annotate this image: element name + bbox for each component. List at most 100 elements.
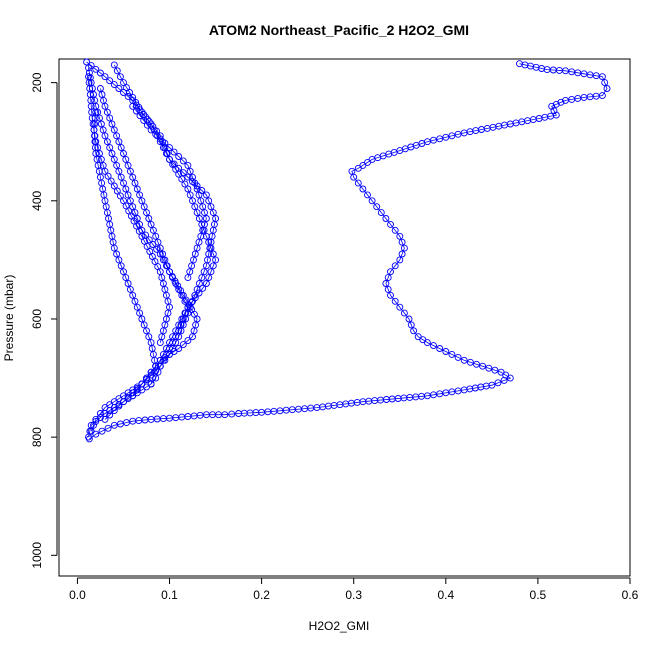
series-7	[85, 73, 173, 347]
data-point	[117, 144, 125, 152]
data-point	[405, 315, 413, 323]
data-point	[113, 132, 121, 140]
data-point	[391, 226, 399, 234]
data-point	[189, 173, 196, 181]
data-point	[368, 197, 376, 205]
data-point	[448, 350, 456, 358]
data-point	[117, 262, 125, 270]
data-point	[202, 215, 210, 222]
data-point	[201, 209, 208, 217]
data-point	[124, 280, 132, 287]
data-point	[156, 339, 164, 347]
data-point	[494, 379, 502, 387]
data-point	[124, 92, 132, 100]
data-point	[110, 126, 118, 134]
data-point	[149, 226, 157, 234]
data-point	[562, 96, 569, 104]
data-point	[184, 274, 192, 282]
data-point	[170, 148, 178, 156]
data-point	[354, 179, 362, 187]
data-point	[205, 274, 213, 282]
data-point	[207, 268, 215, 276]
y-axis: 200 400 600 800 1000	[30, 72, 58, 569]
data-point	[466, 358, 474, 366]
data-point	[454, 130, 462, 138]
data-point	[172, 165, 180, 173]
data-point	[387, 268, 394, 276]
data-point	[124, 393, 132, 401]
data-point	[101, 132, 109, 140]
data-point	[85, 433, 92, 441]
data-point	[136, 309, 144, 317]
data-point	[603, 85, 611, 92]
data-point	[110, 81, 118, 89]
series-5	[96, 85, 201, 400]
data-point	[175, 327, 183, 335]
data-point	[106, 77, 114, 85]
data-point	[124, 191, 132, 199]
data-point	[195, 289, 203, 297]
data-point	[116, 73, 124, 81]
series-4	[101, 61, 220, 423]
data-point	[179, 341, 187, 349]
data-point	[410, 327, 418, 335]
data-point	[436, 345, 444, 352]
data-point	[145, 236, 153, 244]
data-point	[491, 366, 499, 374]
data-point	[101, 404, 109, 412]
data-point	[191, 179, 199, 187]
data-point	[104, 172, 112, 180]
y-axis-label: Pressure (mbar)	[2, 275, 16, 362]
data-point	[191, 294, 199, 302]
data-point	[442, 348, 450, 355]
data-point	[169, 339, 177, 347]
data-point	[207, 244, 215, 252]
data-point	[382, 215, 390, 222]
data-point	[552, 100, 560, 108]
data-point	[101, 73, 109, 81]
data-point	[190, 256, 197, 264]
data-point	[132, 107, 140, 115]
data-point	[179, 169, 187, 177]
x-tick-label: 0.3	[345, 588, 362, 602]
series-line	[100, 88, 198, 397]
data-point	[145, 215, 153, 222]
data-point	[400, 309, 408, 317]
x-tick-label: 0.5	[530, 588, 547, 602]
data-point	[104, 424, 112, 432]
data-point	[131, 179, 139, 187]
data-point	[186, 191, 194, 199]
data-point	[120, 79, 127, 87]
data-point	[195, 215, 203, 222]
data-point	[115, 138, 123, 146]
data-point	[101, 415, 109, 423]
data-point	[166, 144, 173, 152]
data-point	[161, 144, 169, 152]
data-point	[140, 203, 148, 211]
data-point	[152, 232, 160, 240]
data-point	[92, 417, 100, 425]
data-point	[184, 173, 192, 181]
data-point	[122, 274, 130, 282]
data-point	[113, 161, 121, 169]
data-point	[184, 161, 192, 169]
data-point	[115, 256, 123, 264]
data-point	[199, 284, 207, 292]
data-point	[92, 65, 100, 73]
series-line	[93, 112, 157, 385]
data-point	[195, 280, 203, 287]
data-point	[96, 114, 103, 122]
x-tick-label: 0.0	[69, 588, 86, 602]
data-point	[161, 256, 169, 264]
data-point	[120, 268, 127, 276]
data-point	[364, 191, 371, 199]
data-point	[133, 386, 141, 394]
data-point	[159, 250, 167, 258]
data-point	[115, 402, 123, 410]
data-point	[140, 116, 148, 124]
data-point	[110, 155, 118, 163]
data-point	[143, 121, 151, 129]
data-point	[113, 67, 121, 75]
data-point	[136, 191, 144, 199]
data-point	[557, 98, 565, 106]
